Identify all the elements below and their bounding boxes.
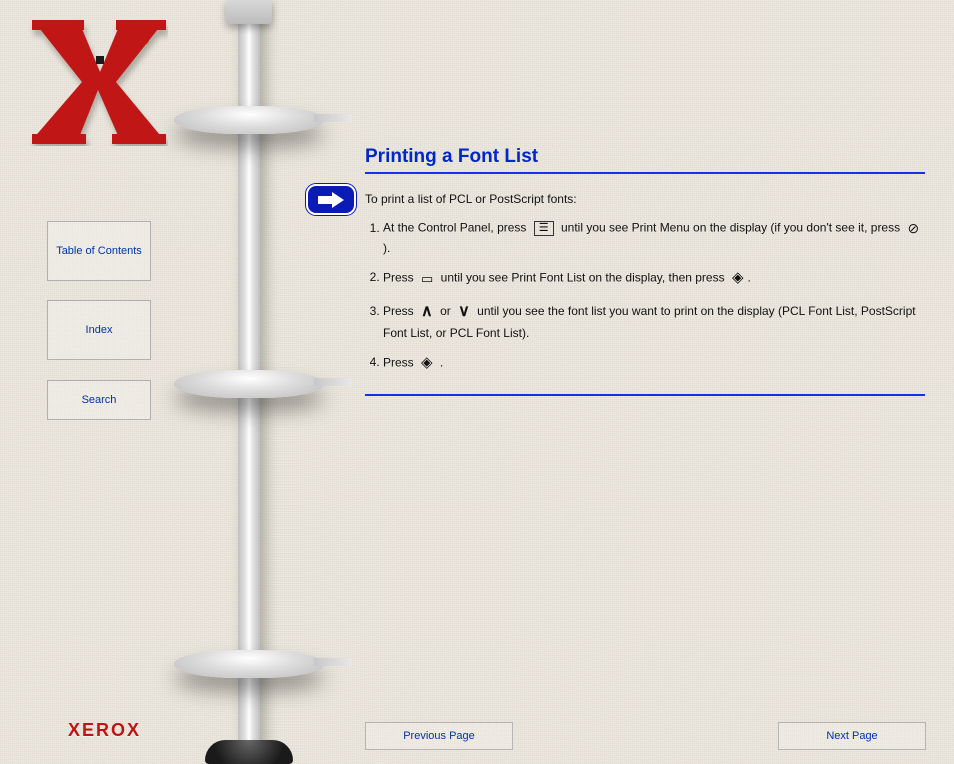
page-title: Printing a Font List xyxy=(365,146,538,168)
button-label: Previous Page xyxy=(403,730,475,742)
step-item: At the Control Panel, press ☰ until you … xyxy=(383,218,925,257)
nav-search[interactable]: Search xyxy=(47,380,151,420)
down-arrow-icon: ∨ xyxy=(458,300,470,324)
nav-table-of-contents[interactable]: Table of Contents xyxy=(47,221,151,281)
nav-label: Table of Contents xyxy=(56,244,142,258)
glyph: ☰ xyxy=(539,222,549,234)
step-text: or xyxy=(440,304,454,318)
step-text: . xyxy=(440,355,443,369)
button-label: Next Page xyxy=(826,730,877,742)
nav-label: Index xyxy=(86,323,113,337)
column-base xyxy=(205,740,293,764)
step-text: until you see Print Font List on the dis… xyxy=(441,270,728,284)
steps-block: To print a list of PCL or PostScript fon… xyxy=(365,190,925,374)
step-text: Press xyxy=(383,304,417,318)
prev-page-button[interactable]: Previous Page xyxy=(365,722,513,750)
start-icon: ◈ xyxy=(421,352,433,375)
item-icon: ▭ xyxy=(421,269,433,289)
footer-brand: XEROX xyxy=(68,720,141,741)
start-icon: ◈ xyxy=(732,267,744,290)
step-arrow-icon xyxy=(306,184,356,215)
column-capital xyxy=(226,0,272,24)
stop-icon: ⊘ xyxy=(907,218,919,239)
nav-index[interactable]: Index xyxy=(47,300,151,360)
heading-rule xyxy=(365,172,925,174)
step-item: Press ∧ or ∨ until you see the font list… xyxy=(383,300,925,342)
up-arrow-icon: ∧ xyxy=(421,300,433,324)
step-text: Press xyxy=(383,355,417,369)
step-item: Press ◈ . xyxy=(383,352,925,375)
nav-label: Search xyxy=(82,393,117,407)
column-shelf xyxy=(174,650,324,678)
step-item: Press ▭ until you see Print Font List on… xyxy=(383,267,925,290)
step-text: Press xyxy=(383,270,417,284)
step-text: At the Control Panel, press xyxy=(383,221,530,235)
steps-intro: To print a list of PCL or PostScript fon… xyxy=(365,190,925,208)
menu-icon: ☰ xyxy=(534,221,554,236)
xerox-logo xyxy=(28,16,168,146)
column-shelf xyxy=(174,370,324,398)
step-text: until you see Print Menu on the display … xyxy=(561,221,900,235)
column-shelf xyxy=(174,106,324,134)
section-rule xyxy=(365,394,925,396)
next-page-button[interactable]: Next Page xyxy=(778,722,926,750)
